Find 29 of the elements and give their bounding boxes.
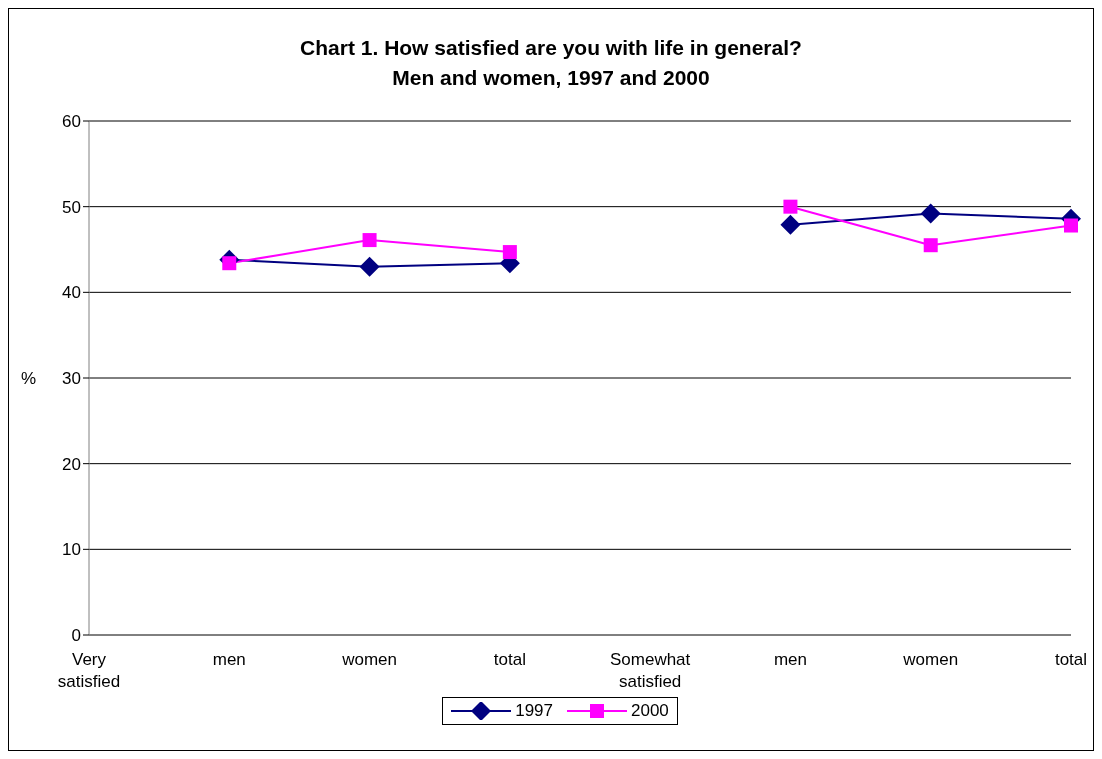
chart-title: Chart 1. How satisfied are you with life in general? [299, 35, 803, 61]
point [1064, 218, 1078, 233]
point [920, 203, 941, 224]
y-tick-label: 50 [62, 197, 81, 217]
x-tick-label: total [493, 650, 526, 669]
y-tick-label: 60 [62, 112, 81, 132]
point [923, 238, 938, 253]
y-axis-title: % [21, 369, 37, 389]
y-tick-label: 10 [62, 540, 81, 560]
y-tick-label: 0 [71, 626, 81, 646]
point [502, 245, 517, 260]
x-tick-label: Somewhat satisfied [609, 650, 691, 691]
point [780, 214, 801, 235]
y-tick-label: 30 [62, 369, 81, 389]
y-tick-label: 20 [62, 454, 81, 474]
legend-label: 1997 [514, 701, 553, 721]
legend-label: 2000 [630, 701, 669, 721]
point [222, 256, 237, 271]
point [359, 256, 380, 277]
x-tick-label: Very satisfied [57, 650, 121, 691]
x-tick-label: women [341, 650, 397, 669]
chart-subtitle: Men and women, 1997 and 2000 [391, 65, 711, 91]
x-tick-label: men [212, 650, 246, 669]
x-tick-label: men [773, 650, 807, 669]
point [362, 233, 377, 248]
x-tick-label: total [1054, 650, 1088, 669]
point [783, 199, 798, 214]
y-tick-label: 40 [62, 283, 81, 303]
x-tick-label: women [902, 650, 959, 669]
